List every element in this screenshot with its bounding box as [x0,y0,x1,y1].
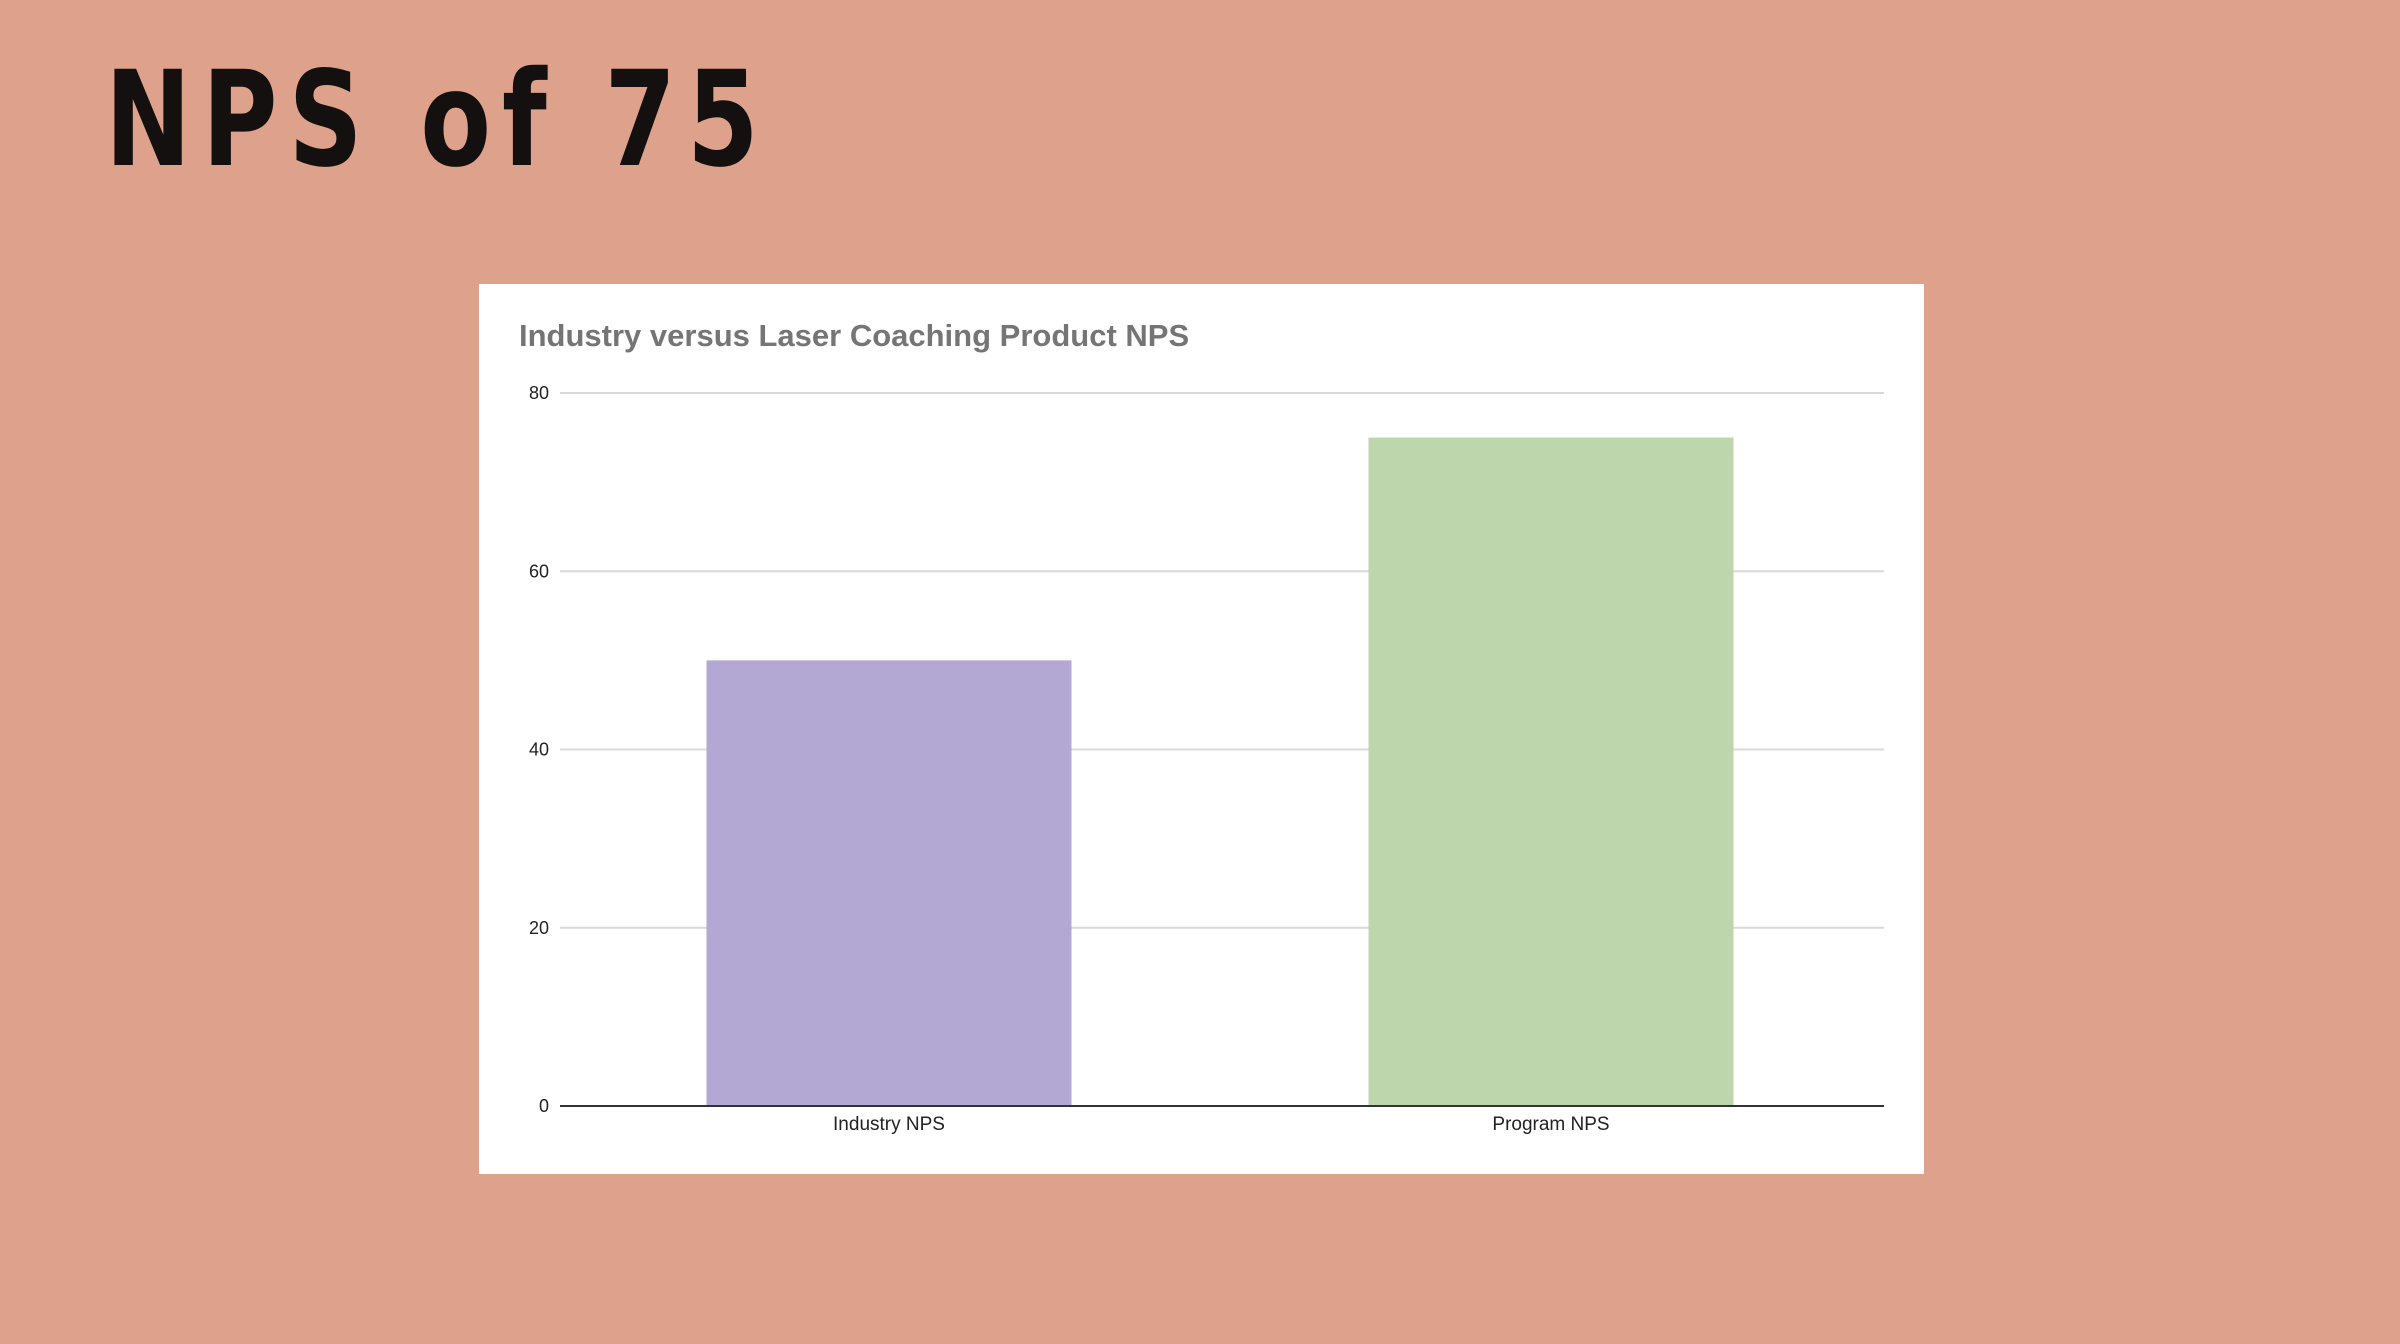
chart-title: Industry versus Laser Coaching Product N… [519,318,1190,353]
x-category-label: Program NPS [1492,1114,1609,1135]
bar-industry-nps[interactable] [706,660,1072,1106]
slide-title: NPS of 75 [105,43,770,197]
bar-program-nps[interactable] [1368,437,1734,1106]
x-category-label: Industry NPS [833,1114,945,1135]
y-tick-label: 60 [529,561,549,581]
y-tick-label: 40 [529,740,549,760]
y-tick-label: 20 [529,918,549,938]
y-tick-label: 80 [529,383,549,403]
bar-chart: 0 20 40 60 80 Industry NPS Program NPS [529,383,1884,1135]
chart-card: Industry versus Laser Coaching Product N… [479,284,1924,1174]
y-tick-label: 0 [539,1096,549,1116]
